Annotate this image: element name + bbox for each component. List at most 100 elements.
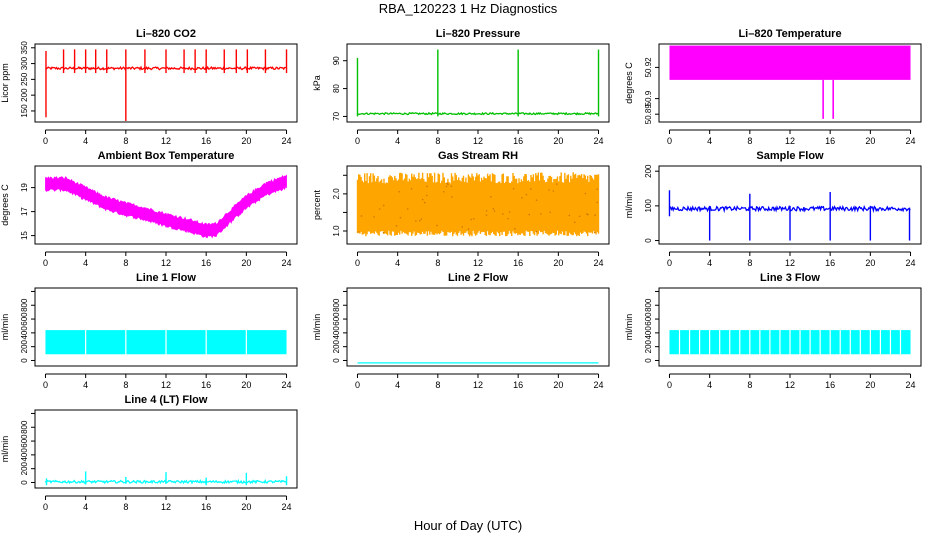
x-tick-label: 20 — [865, 136, 875, 146]
x-tick-label: 16 — [201, 502, 211, 512]
x-tick-label: 12 — [785, 380, 795, 390]
y-tick-label: 17 — [20, 207, 29, 216]
panel-frame — [658, 165, 922, 245]
rh-point — [586, 213, 588, 215]
x-tick-label: 12 — [161, 502, 171, 512]
rh-point — [493, 210, 496, 212]
panel-title: Line 4 (LT) Flow — [125, 394, 208, 406]
rh-point — [530, 188, 532, 190]
y-tick-label: 1.0 — [332, 225, 341, 237]
rh-point — [395, 225, 398, 227]
x-tick-label: 8 — [435, 136, 440, 146]
panel-frame — [658, 43, 922, 123]
panel-2: Li–820 Pressure kPa 70 80 90 0 4 8 12 16 20 24 — [312, 28, 610, 146]
y-axis-label: percent — [312, 189, 322, 220]
x-tick-label: 12 — [785, 258, 795, 268]
y-tick-label: 90 — [332, 56, 341, 65]
rh-point — [360, 215, 363, 217]
y-tick-label: 600 — [332, 312, 341, 326]
y-tick-label: 0 — [644, 238, 653, 243]
panel-title: Line 2 Flow — [448, 272, 508, 284]
rh-point — [472, 217, 475, 220]
rh-point — [406, 208, 409, 210]
series-line — [357, 111, 599, 116]
panel-title: Sample Flow — [756, 150, 824, 162]
rh-point — [357, 231, 360, 233]
rh-point — [399, 216, 402, 219]
x-tick-label: 16 — [513, 136, 523, 146]
x-tick-label: 4 — [83, 502, 88, 512]
x-tick-label: 20 — [553, 380, 563, 390]
x-tick-label: 0 — [667, 380, 672, 390]
rh-point — [549, 211, 551, 214]
x-tick-label: 20 — [241, 258, 251, 268]
rh-point — [382, 231, 385, 234]
x-tick-label: 12 — [161, 258, 171, 268]
panel-title: Line 1 Flow — [136, 272, 196, 284]
x-tick-label: 16 — [201, 136, 211, 146]
rh-point — [415, 220, 417, 222]
figure-title: RBA_120223 1 Hz Diagnostics — [378, 1, 558, 16]
y-axis-label: ml/min — [0, 314, 10, 341]
figure-xlabel: Hour of Day (UTC) — [413, 518, 523, 533]
y-tick-label: 350 — [20, 41, 29, 55]
x-tick-label: 12 — [161, 136, 171, 146]
y-tick-label: 0 — [332, 358, 341, 363]
y-tick-label: 300 — [20, 56, 29, 70]
rh-point — [552, 190, 555, 192]
rh-point — [540, 213, 542, 215]
x-tick-label: 20 — [865, 380, 875, 390]
y-axis-label: degrees C — [624, 62, 634, 104]
x-tick-label: 8 — [123, 258, 128, 268]
rh-point — [420, 218, 423, 220]
x-tick-label: 12 — [785, 136, 795, 146]
rh-point — [525, 193, 528, 196]
x-tick-label: 4 — [83, 380, 88, 390]
rh-band — [356, 172, 600, 237]
rh-point — [426, 185, 428, 188]
y-tick-label: 800 — [20, 298, 29, 312]
y-tick-label: 400 — [20, 326, 29, 340]
y-tick-label: 200 — [332, 339, 341, 353]
x-tick-label: 24 — [282, 502, 292, 512]
rh-point — [421, 198, 424, 201]
rh-point — [378, 208, 381, 210]
x-tick-label: 8 — [123, 380, 128, 390]
y-tick-label: 0 — [644, 358, 653, 363]
rh-point — [450, 196, 453, 198]
x-tick-label: 4 — [395, 136, 400, 146]
rh-point — [461, 226, 464, 228]
x-tick-label: 24 — [594, 136, 604, 146]
y-tick-label: 200 — [20, 461, 29, 475]
panel-frame — [346, 287, 610, 367]
y-axis-label: ml/min — [312, 314, 322, 341]
rh-point — [470, 218, 473, 221]
y-tick-label: 600 — [644, 312, 653, 326]
y-tick-label: 80 — [332, 84, 341, 93]
x-tick-label: 4 — [83, 136, 88, 146]
x-tick-label: 8 — [435, 380, 440, 390]
panel-frame — [34, 409, 298, 489]
rh-point — [535, 199, 538, 201]
x-tick-label: 0 — [667, 136, 672, 146]
band-area — [669, 45, 911, 80]
y-tick-label: 70 — [332, 111, 341, 120]
panel-title: Gas Stream RH — [438, 150, 518, 162]
panel-frame — [34, 287, 298, 367]
y-tick-label: 600 — [20, 434, 29, 448]
panel-frame — [346, 43, 610, 123]
x-tick-label: 16 — [825, 258, 835, 268]
rh-point — [548, 189, 550, 191]
y-tick-label: 250 — [20, 72, 29, 86]
x-tick-label: 0 — [355, 136, 360, 146]
x-tick-label: 20 — [241, 502, 251, 512]
x-tick-label: 8 — [747, 136, 752, 146]
panel-frame — [34, 165, 298, 245]
rh-point — [584, 192, 587, 195]
y-axis-label: ml/min — [0, 436, 10, 463]
y-axis-label: ml/min — [624, 314, 634, 341]
x-tick-label: 16 — [825, 380, 835, 390]
